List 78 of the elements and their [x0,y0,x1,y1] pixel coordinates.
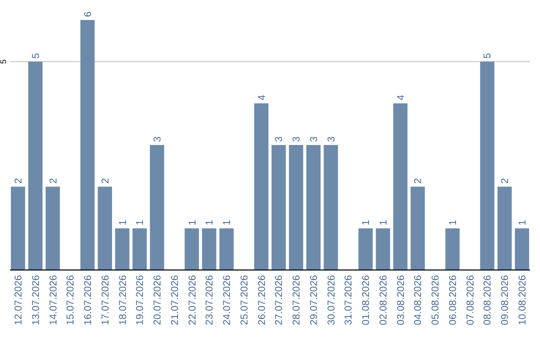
bar [80,20,95,270]
bar [46,186,60,270]
bar [410,186,425,270]
bar [306,145,321,270]
x-tick-label: 22.07.2026 [187,274,198,326]
x-tick-label: 23.07.2026 [204,274,216,326]
bar [115,228,130,270]
data-label: 2 [48,178,60,184]
x-tick-label: 04.08.2026 [413,274,424,326]
bar [150,145,164,270]
x-tick-label: 26.07.2026 [256,274,268,326]
x-tick-label: 27.07.2026 [274,274,286,326]
data-label: 5 [30,52,42,59]
x-tick-label: 03.08.2026 [396,274,407,326]
data-label: 3 [292,136,303,142]
x-tick-label: 16.07.2026 [83,274,94,326]
bar [202,228,216,270]
data-label: 3 [326,136,338,142]
bar [272,145,286,270]
data-label: 2 [13,178,24,184]
bar [132,228,147,270]
data-label: 4 [256,94,268,100]
data-label: 1 [135,219,146,226]
x-tick-label: 07.08.2026 [465,274,476,326]
bar [393,103,408,270]
x-tick-label: 28.07.2026 [292,274,303,326]
bar [324,145,338,270]
bar [445,228,460,270]
bar [219,228,234,270]
x-tick-label: 30.07.2026 [326,274,338,326]
data-label: 1 [204,219,216,226]
bar [184,228,199,270]
x-tick-label: 17.07.2026 [100,274,112,326]
x-tick-label: 15.07.2026 [66,274,77,326]
bar [498,186,512,270]
x-tick-label: 21.07.2026 [170,274,181,326]
x-tick-label: 14.07.2026 [48,274,60,326]
bar [254,103,268,270]
x-tick-label: 09.08.2026 [500,274,512,326]
x-tick-label: 12.07.2026 [13,274,24,326]
x-tick-label: 29.07.2026 [308,274,320,326]
bar [98,186,112,270]
x-tick-label: 25.07.2026 [239,274,250,326]
x-tick-label: 02.08.2026 [378,274,390,326]
x-tick-label: 31.07.2026 [344,274,355,326]
x-tick-label: 05.08.2026 [430,274,442,326]
x-tick-label: 13.07.2026 [30,274,42,326]
data-label: 2 [500,178,512,184]
data-label: 5 [482,52,494,59]
x-tick-label: 10.08.2026 [518,274,529,326]
x-tick-label: 18.07.2026 [118,274,129,326]
data-label: 3 [152,136,164,142]
bar [10,186,26,270]
bar [358,228,373,270]
data-label: 1 [222,219,234,226]
data-label: 3 [274,136,286,142]
data-label: 2 [100,178,112,184]
x-tick-label: 19.07.2026 [135,274,146,326]
bar [514,228,530,270]
data-label: 1 [187,219,198,226]
data-label: 4 [396,94,407,100]
data-label: 1 [378,219,390,226]
x-tick-label: 24.07.2026 [222,274,234,326]
x-tick-label: 01.08.2026 [361,274,372,326]
x-tick-label: 06.08.2026 [448,274,459,326]
data-label: 1 [361,219,372,226]
data-label: 1 [448,219,459,226]
data-label: 2 [413,178,424,184]
data-label: 1 [118,219,129,226]
bar [28,62,42,270]
x-tick-label: 20.07.2026 [152,274,164,326]
data-label: 6 [83,11,94,17]
bar [480,62,494,270]
data-label: 1 [518,219,529,226]
data-label: 3 [308,136,320,142]
bar [288,145,304,270]
bar [376,228,390,270]
x-tick-label: 08.08.2026 [482,274,494,326]
